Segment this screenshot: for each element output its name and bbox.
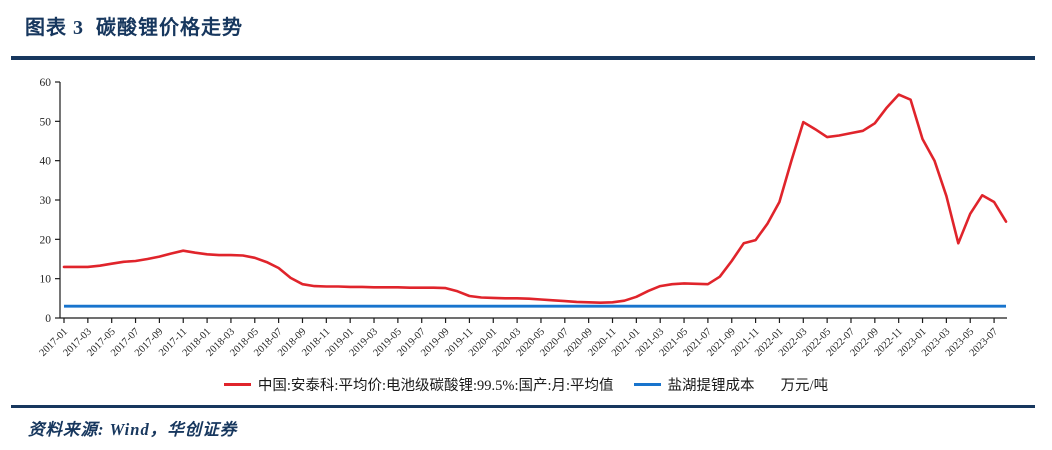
footer-divider: [11, 405, 1035, 408]
figure-title: 图表 3 碳酸锂价格走势: [25, 17, 243, 39]
chart-legend: 中国:安泰科:平均价:电池级碳酸锂:99.5%:国产:月:平均值 盐湖提锂成本 …: [0, 371, 1052, 397]
title-divider: [11, 56, 1035, 60]
y-tick-label: 20: [40, 234, 52, 246]
legend-label-price: 中国:安泰科:平均价:电池级碳酸锂:99.5%:国产:月:平均值: [257, 377, 614, 394]
y-tick-label: 30: [40, 195, 52, 207]
axis-unit-label: 万元/吨: [780, 377, 829, 394]
data-source-note: 资料来源: Wind，华创证券: [28, 420, 238, 439]
chart-area: 0 10 20 30 40 50 60 2017-01 2017-03 2017-05 2017-0…: [0, 60, 1052, 372]
y-tick-label: 10: [40, 274, 52, 286]
legend-item-price: 中国:安泰科:平均价:电池级碳酸锂:99.5%:国产:月:平均值: [223, 374, 614, 395]
red-line-swatch-icon: [223, 382, 251, 386]
y-tick-label: 50: [40, 116, 52, 128]
price-line-chart: 01020304050602017-012017-032017-052017-0…: [38, 77, 1008, 359]
y-tick-label: 60: [40, 77, 52, 89]
blue-line-swatch-icon: [633, 382, 661, 386]
series-line-0: [62, 93, 1008, 304]
y-tick-label: 40: [40, 156, 52, 168]
y-tick-label: 0: [45, 313, 51, 325]
legend-item-cost: 盐湖提锂成本: [633, 374, 755, 395]
legend-label-cost: 盐湖提锂成本: [667, 377, 755, 394]
